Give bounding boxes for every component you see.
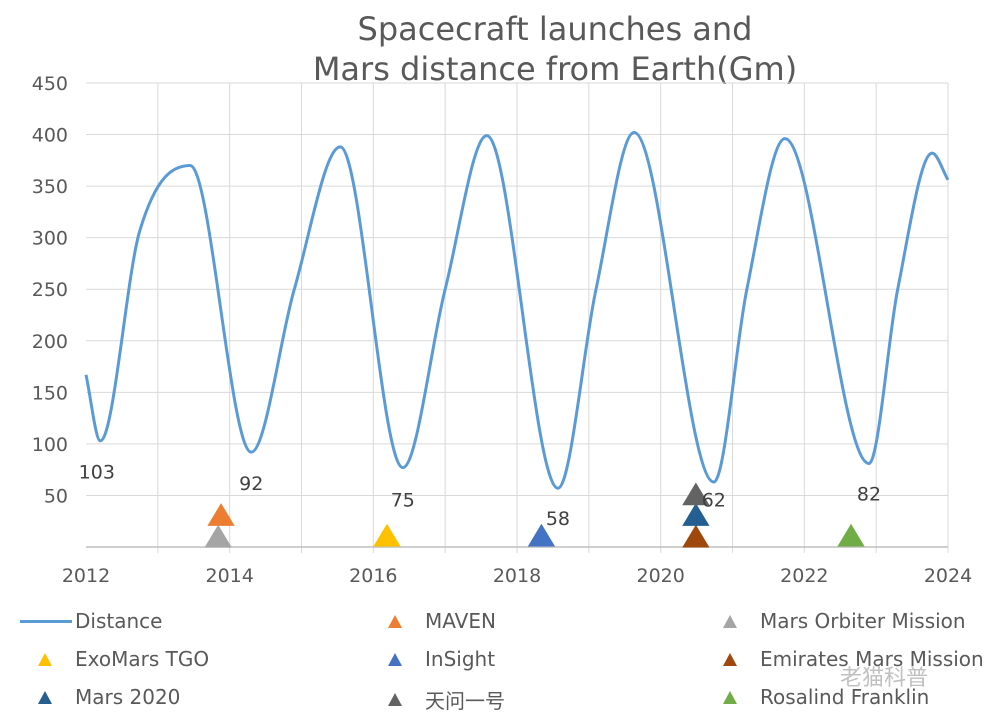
legend-label: Rosalind Franklin <box>760 685 930 709</box>
data-label: 58 <box>546 508 570 530</box>
x-tick-label: 2016 <box>349 565 397 587</box>
data-label: 82 <box>857 483 881 505</box>
x-tick-label: 2018 <box>493 565 541 587</box>
x-tick-label: 2020 <box>636 565 684 587</box>
legend-item: ExoMars TGO <box>20 647 209 671</box>
x-tick-label: 2014 <box>205 565 253 587</box>
triangle-icon <box>388 614 402 628</box>
legend-item: Rosalind Franklin <box>705 685 929 709</box>
legend-item: Distance <box>20 609 162 633</box>
marker-mars-2020 <box>682 503 710 526</box>
legend-label: MAVEN <box>425 609 496 633</box>
x-tick-label: 2012 <box>62 565 110 587</box>
chart-title-line1: Spacecraft launches and <box>357 10 753 48</box>
y-tick-label: 150 <box>32 382 68 404</box>
marker-emirates-mars-mission <box>682 524 710 548</box>
chart-title-line2: Mars distance from Earth(Gm) <box>312 50 798 88</box>
triangle-icon <box>723 652 737 666</box>
data-label: 92 <box>239 473 263 495</box>
legend-item: MAVEN <box>370 609 496 633</box>
legend-label: Mars 2020 <box>75 685 181 709</box>
legend-label: InSight <box>425 647 496 671</box>
triangle-icon <box>38 652 52 666</box>
marker-天问一号 <box>682 482 710 506</box>
y-tick-label: 50 <box>44 485 68 507</box>
legend-item: Mars Orbiter Mission <box>705 609 966 633</box>
y-tick-label: 100 <box>32 434 68 456</box>
legend-label: Distance <box>75 609 163 633</box>
data-label: 103 <box>79 462 115 484</box>
triangle-icon <box>388 693 402 706</box>
data-label: 75 <box>391 490 415 512</box>
y-tick-label: 300 <box>32 228 68 250</box>
y-tick-label: 250 <box>32 279 68 301</box>
x-tick-label: 2024 <box>924 565 972 587</box>
line-icon <box>20 619 72 623</box>
marker-exomars-tgo <box>373 523 401 547</box>
marker-maven <box>207 503 235 526</box>
legend-item: Mars 2020 <box>20 685 180 709</box>
data-label: 62 <box>702 490 726 512</box>
legend-label: Mars Orbiter Mission <box>760 609 966 633</box>
legend-item: Emirates Mars Mission <box>705 647 984 671</box>
watermark: 老猫科普 <box>840 666 929 691</box>
y-tick-label: 450 <box>32 73 68 95</box>
marker-mars-orbiter-mission <box>204 524 232 548</box>
triangle-icon <box>723 614 737 628</box>
triangle-icon <box>723 690 737 704</box>
y-tick-label: 350 <box>32 176 68 198</box>
y-tick-label: 400 <box>32 125 68 147</box>
triangle-icon <box>38 690 52 704</box>
y-tick-label: 200 <box>32 331 68 353</box>
legend-label: Emirates Mars Mission <box>760 647 984 671</box>
triangle-icon <box>388 652 402 666</box>
legend-label: 天问一号 <box>425 689 505 713</box>
marker-rosalind-franklin <box>837 523 865 547</box>
marker-insight <box>527 523 556 547</box>
legend-item: InSight <box>370 647 495 671</box>
legend-label: ExoMars TGO <box>75 647 210 671</box>
x-tick-label: 2022 <box>780 565 828 587</box>
legend-item: 天问一号 <box>370 685 505 714</box>
distance-line <box>84 130 950 490</box>
